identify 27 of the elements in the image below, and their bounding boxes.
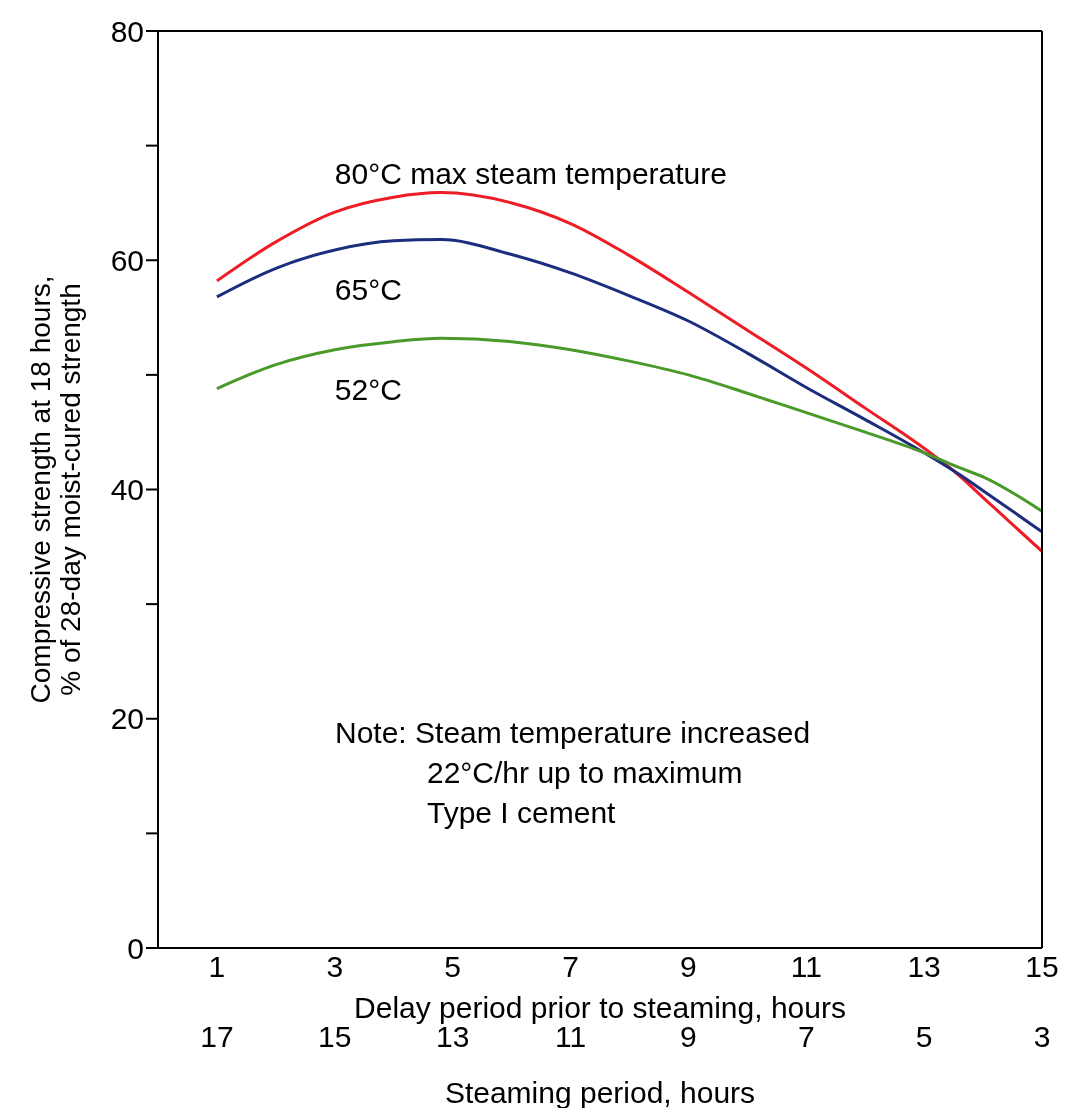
annotation: Type I cement <box>426 795 617 831</box>
annotation: 22°C/hr up to maximum <box>426 755 744 791</box>
x-tick-label: 7 <box>562 950 579 984</box>
x-tick-label: 15 <box>1025 950 1059 984</box>
x-tick-label: 1 <box>208 950 226 984</box>
series-label: 52°C <box>334 372 402 406</box>
x2-tick-label: 15 <box>318 1020 352 1054</box>
x-tick-label: 13 <box>907 950 941 984</box>
x2-tick-label: 5 <box>915 1020 933 1054</box>
y-axis-title: Compressive strength at 18 hours, % of 28-day moist-cured strength <box>25 275 86 704</box>
x-tick-label: 9 <box>680 950 697 984</box>
line-series <box>215 238 1042 534</box>
line-series <box>215 336 1042 513</box>
x-tick-label: 11 <box>790 950 822 984</box>
x-tick-label: 3 <box>326 950 344 984</box>
annotation: Note: Steam temperature increased <box>335 715 811 751</box>
y-tick-label: 0 <box>127 931 144 965</box>
y-tick-label: 60 <box>110 243 144 277</box>
series-label: 65°C <box>334 272 402 306</box>
x-tick-label: 5 <box>444 950 462 984</box>
line-series <box>215 191 1042 553</box>
x2-tick-label: 17 <box>200 1020 234 1054</box>
x2-tick-label: 3 <box>1033 1020 1051 1054</box>
series-label: 80°C max steam temperature <box>334 157 727 191</box>
y-tick-label: 80 <box>110 14 144 48</box>
y-tick-label: 40 <box>110 473 144 507</box>
y-tick-label: 20 <box>110 702 144 736</box>
